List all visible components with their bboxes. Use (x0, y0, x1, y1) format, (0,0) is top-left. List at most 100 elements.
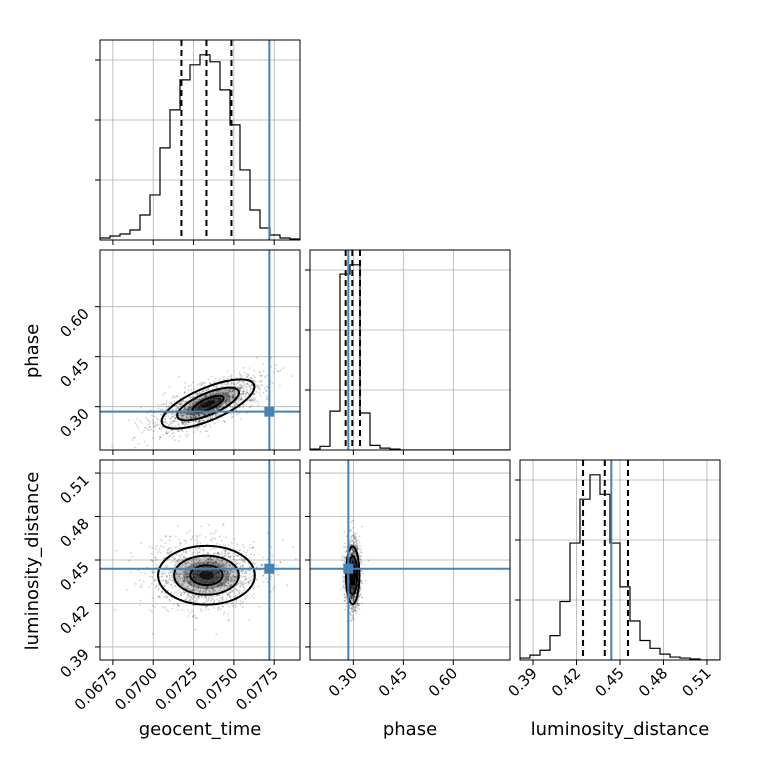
sample-point (170, 416, 173, 419)
sample-point (351, 589, 353, 592)
sample-point (199, 430, 202, 433)
sample-point (215, 397, 218, 400)
sample-point (340, 588, 343, 591)
sample-point (207, 608, 210, 611)
sample-point (232, 406, 234, 408)
sample-point (354, 610, 357, 612)
sample-point (254, 400, 257, 403)
sample-point (187, 575, 190, 577)
sample-point (351, 559, 353, 562)
sample-point (227, 572, 230, 575)
sample-point (225, 401, 228, 404)
sample-point (352, 561, 355, 563)
sample-point (199, 404, 202, 407)
sample-point (215, 633, 218, 635)
sample-point (178, 588, 181, 591)
sample-point (257, 387, 260, 390)
sample-point (175, 404, 178, 407)
sample-point (180, 593, 182, 595)
sample-point (187, 575, 190, 578)
sample-point (240, 375, 243, 377)
sample-point (206, 587, 209, 590)
sample-point (248, 399, 251, 401)
sample-point (183, 402, 186, 404)
sample-point (223, 383, 226, 385)
sample-point (270, 365, 273, 368)
sample-point (240, 393, 243, 396)
sample-point (176, 429, 179, 432)
sample-point (224, 552, 227, 555)
sample-point (345, 605, 347, 607)
sample-point (207, 387, 210, 390)
sample-point (192, 420, 195, 423)
sample-point (274, 367, 277, 370)
sample-point (220, 391, 223, 393)
sample-point (180, 415, 183, 418)
sample-point (225, 565, 227, 568)
sample-point (196, 392, 199, 395)
sample-point (163, 556, 166, 559)
sample-point (186, 408, 189, 411)
sample-point (187, 423, 189, 426)
sample-point (230, 390, 233, 393)
sample-point (191, 413, 193, 415)
sample-point (351, 550, 354, 552)
sample-point (247, 569, 249, 572)
sample-point (352, 586, 355, 589)
sample-point (134, 422, 137, 424)
sample-point (227, 575, 230, 577)
sample-point (246, 374, 248, 376)
contour-line (173, 554, 240, 596)
sample-point (224, 584, 227, 587)
sample-point (154, 421, 157, 424)
sample-point (211, 591, 214, 593)
sample-point (182, 563, 185, 566)
sample-point (217, 397, 220, 399)
sample-point (219, 390, 222, 393)
sample-point (354, 603, 357, 606)
sample-point (196, 588, 198, 591)
sample-point (206, 562, 209, 564)
sample-point (352, 616, 354, 619)
sample-point (198, 414, 201, 417)
sample-point (196, 540, 199, 543)
sample-point (161, 591, 163, 594)
sample-point (367, 559, 370, 562)
sample-point (255, 390, 258, 393)
sample-point (190, 581, 192, 584)
sample-point (206, 569, 209, 572)
sample-point (172, 435, 175, 438)
sample-point (194, 427, 197, 430)
sample-point (186, 416, 189, 419)
sample-point (343, 576, 346, 579)
sample-point (179, 405, 181, 408)
sample-point (233, 560, 236, 563)
sample-point (215, 562, 218, 565)
sample-point (216, 579, 219, 582)
sample-point (343, 596, 346, 598)
sample-point (277, 370, 280, 373)
sample-point (139, 420, 142, 423)
sample-point (201, 383, 203, 386)
sample-point (354, 551, 356, 554)
sample-point (217, 584, 220, 587)
sample-point (355, 539, 358, 541)
sample-point (226, 585, 229, 587)
sample-point (137, 426, 140, 429)
sample-point (184, 573, 187, 576)
sample-point (195, 415, 198, 418)
sample-point (258, 392, 261, 394)
sample-point (231, 590, 234, 592)
sample-point (206, 579, 209, 581)
sample-point (200, 587, 203, 589)
sample-point (220, 583, 223, 586)
sample-point (139, 599, 142, 602)
sample-point (165, 402, 168, 405)
sample-point (365, 579, 367, 582)
sample-point (200, 595, 203, 598)
sample-point (216, 577, 219, 579)
sample-point (228, 396, 231, 399)
sample-point (265, 398, 268, 400)
sample-point (352, 597, 355, 599)
sample-point (236, 565, 239, 568)
